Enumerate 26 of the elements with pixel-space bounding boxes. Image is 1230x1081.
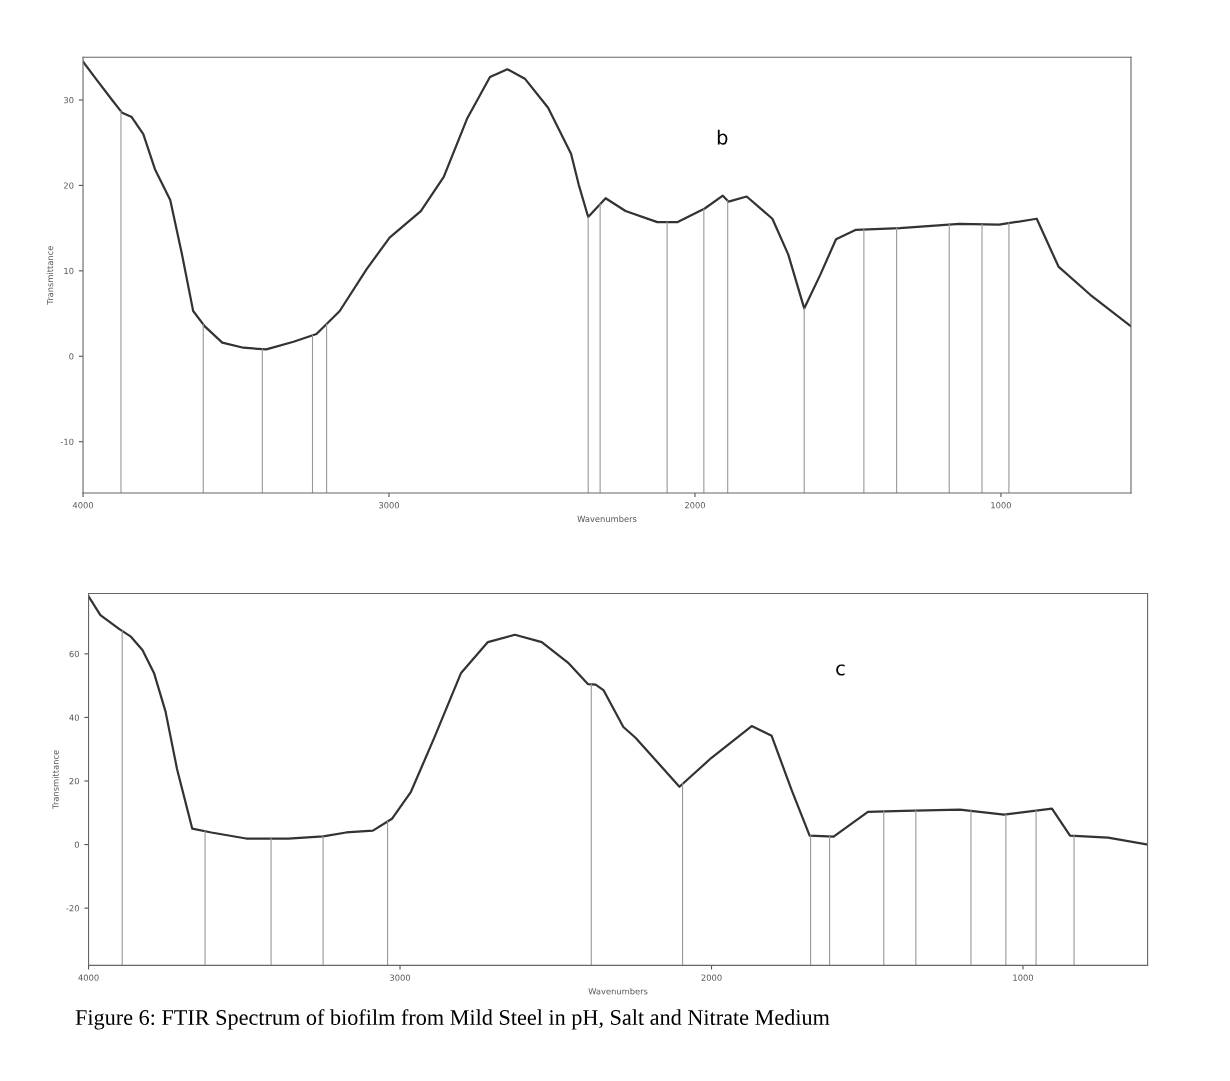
annotation: b bbox=[717, 129, 728, 145]
y-tick-label: 20 bbox=[69, 777, 79, 785]
x-tick-label: 4000 bbox=[78, 974, 99, 981]
x-tick-label: 3000 bbox=[390, 974, 411, 981]
annotation: c bbox=[836, 664, 845, 676]
y-tick-label: 0 bbox=[74, 841, 79, 848]
x-tick-label: 1000 bbox=[1013, 974, 1034, 981]
x-tick-label: 1000 bbox=[991, 502, 1011, 509]
y-tick-label: 40 bbox=[69, 714, 79, 721]
y-tick-label: 10 bbox=[64, 267, 74, 275]
x-tick-label: 2000 bbox=[684, 502, 706, 509]
x-tick-label: 4000 bbox=[72, 502, 94, 509]
x-tick-label: 3000 bbox=[379, 502, 400, 509]
y-tick-label: 0 bbox=[69, 353, 74, 360]
x-axis-title: Wavenumbers bbox=[577, 515, 637, 523]
y-tick-label: 60 bbox=[69, 650, 79, 658]
y-tick-label: 30 bbox=[64, 96, 74, 104]
line-series bbox=[83, 60, 1131, 351]
caption: Figure 6: FTIR Spectrum of biofilm from Mild Steel in pH, Salt and Nitrate Medium bbox=[75, 1009, 830, 1030]
y-tick-label: 20 bbox=[64, 182, 74, 189]
y-axis-title: Transmittance bbox=[46, 246, 54, 305]
y-tick-label: -20 bbox=[66, 905, 79, 912]
x-axis-title: Wavenumbers bbox=[588, 987, 648, 995]
y-axis-title: Transmittance bbox=[52, 750, 59, 809]
x-tick-label: 2000 bbox=[701, 974, 722, 981]
y-tick-label: -10 bbox=[60, 438, 74, 445]
